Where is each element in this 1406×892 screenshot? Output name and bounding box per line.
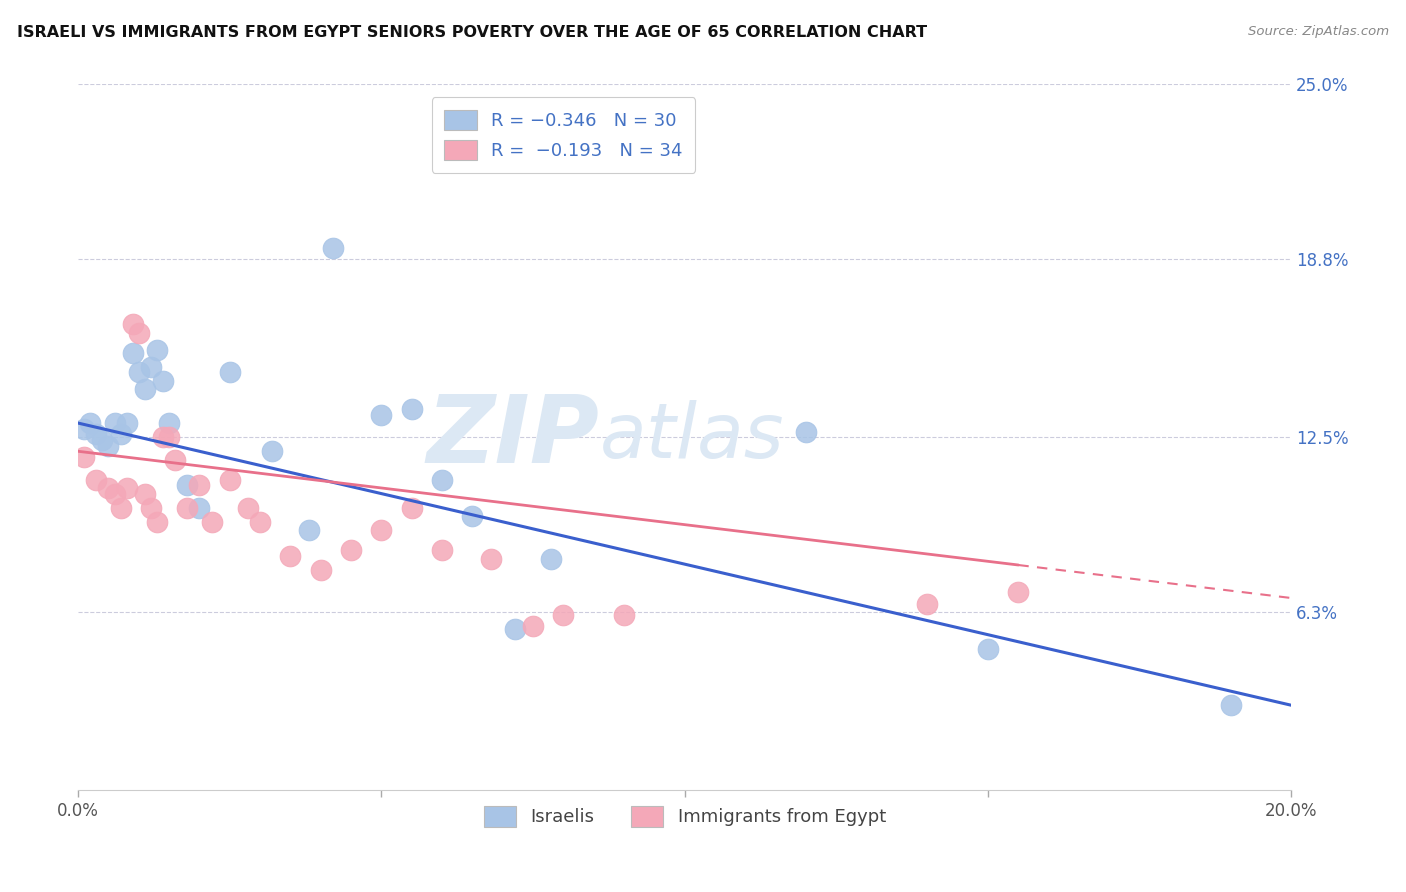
Point — [97, 439, 120, 453]
Point — [86, 473, 108, 487]
Point — [134, 382, 156, 396]
Point — [479, 551, 502, 566]
Point — [79, 416, 101, 430]
Point — [73, 422, 96, 436]
Point — [917, 597, 939, 611]
Point — [200, 515, 222, 529]
Point — [176, 478, 198, 492]
Point — [73, 450, 96, 464]
Point — [139, 359, 162, 374]
Point — [128, 365, 150, 379]
Point — [134, 486, 156, 500]
Point — [553, 607, 575, 622]
Point — [613, 607, 636, 622]
Point — [977, 641, 1000, 656]
Point — [188, 478, 211, 492]
Point — [794, 425, 817, 439]
Point — [1219, 698, 1241, 713]
Text: ISRAELI VS IMMIGRANTS FROM EGYPT SENIORS POVERTY OVER THE AGE OF 65 CORRELATION : ISRAELI VS IMMIGRANTS FROM EGYPT SENIORS… — [17, 25, 927, 40]
Point — [176, 500, 198, 515]
Point — [540, 551, 562, 566]
Point — [503, 622, 526, 636]
Point — [401, 401, 423, 416]
Text: ZIP: ZIP — [427, 392, 600, 483]
Point — [249, 515, 271, 529]
Point — [146, 515, 169, 529]
Point — [146, 343, 169, 357]
Point — [165, 452, 187, 467]
Point — [218, 365, 240, 379]
Point — [121, 345, 143, 359]
Point — [430, 473, 453, 487]
Point — [309, 563, 332, 577]
Point — [322, 241, 344, 255]
Legend: Israelis, Immigrants from Egypt: Israelis, Immigrants from Egypt — [477, 798, 893, 834]
Point — [115, 481, 138, 495]
Point — [280, 549, 302, 563]
Point — [103, 486, 125, 500]
Point — [115, 416, 138, 430]
Text: atlas: atlas — [600, 401, 785, 475]
Point — [340, 543, 363, 558]
Point — [97, 481, 120, 495]
Point — [157, 430, 180, 444]
Point — [110, 500, 132, 515]
Point — [152, 430, 174, 444]
Point — [370, 408, 392, 422]
Point — [262, 444, 284, 458]
Point — [522, 619, 544, 633]
Point — [188, 500, 211, 515]
Point — [103, 416, 125, 430]
Point — [461, 509, 484, 524]
Point — [121, 318, 143, 332]
Point — [298, 524, 321, 538]
Text: Source: ZipAtlas.com: Source: ZipAtlas.com — [1249, 25, 1389, 38]
Point — [430, 543, 453, 558]
Point — [370, 524, 392, 538]
Point — [91, 433, 114, 447]
Point — [86, 427, 108, 442]
Point — [1007, 585, 1029, 599]
Point — [236, 500, 259, 515]
Point — [110, 427, 132, 442]
Point — [152, 374, 174, 388]
Point — [157, 416, 180, 430]
Point — [128, 326, 150, 340]
Point — [139, 500, 162, 515]
Point — [401, 500, 423, 515]
Point — [218, 473, 240, 487]
